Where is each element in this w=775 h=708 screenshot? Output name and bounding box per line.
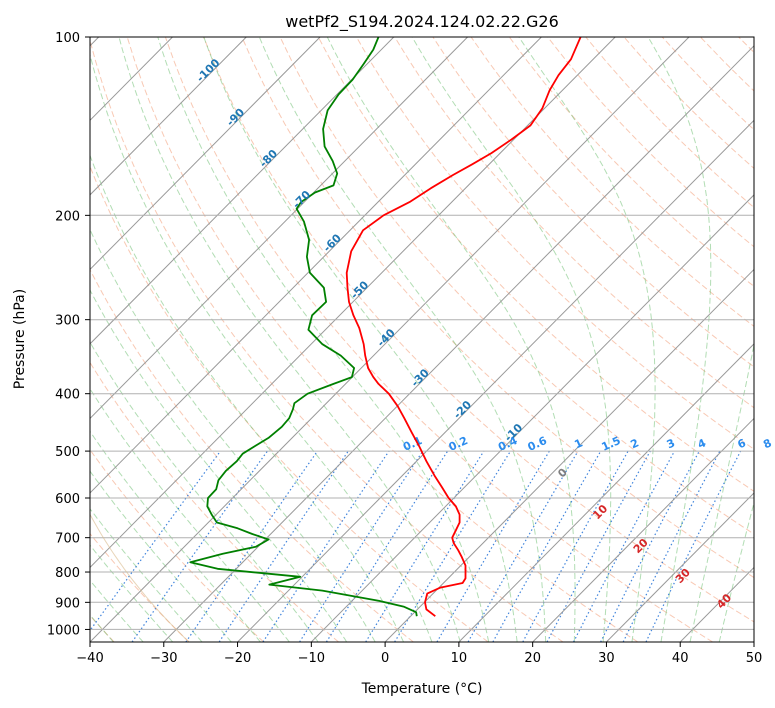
reference-curve	[90, 513, 190, 642]
moist-adiabat-line	[203, 37, 518, 642]
mixing-ratio-line	[622, 450, 721, 642]
mixing-ratio-line	[185, 450, 318, 642]
x-tick-label: 20	[524, 651, 541, 666]
mixing-ratio-line	[325, 450, 449, 642]
x-tick-label: −20	[224, 651, 251, 666]
isotherm-line	[310, 194, 754, 642]
moist-adiabat-line	[518, 37, 656, 642]
dry-adiabat-line	[90, 165, 489, 642]
mixing-ratio-line	[218, 450, 349, 642]
axes: −40 −30 −20 −10 0 10 20 30 40 50 100 200 300 400 500 60…	[47, 31, 762, 666]
isotherm-line	[90, 37, 321, 271]
mixing-ratio-line	[522, 450, 629, 642]
isotherm-line	[606, 492, 754, 642]
mixing-ratio-line	[394, 450, 512, 642]
moist-adiabat-line	[90, 579, 144, 642]
moist-adiabat-line	[90, 341, 319, 642]
moist-adiabat-line	[90, 228, 376, 642]
moist-adiabat-line	[647, 37, 712, 642]
isotherm-line	[90, 37, 247, 196]
y-tick-label: 300	[55, 314, 80, 329]
x-axis-label: Temperature (°C)	[361, 681, 483, 697]
y-tick-label: 800	[55, 566, 80, 581]
isotherm-line	[532, 417, 754, 642]
dry-adiabat-line	[432, 37, 754, 368]
isotherm-line	[237, 119, 754, 642]
x-tick-label: 10	[451, 651, 468, 666]
x-tick-label: 50	[746, 651, 763, 666]
dry-adiabat-line	[90, 532, 190, 642]
isotherm-line	[384, 268, 754, 642]
y-tick-label: 900	[55, 596, 80, 611]
data-series	[189, 37, 582, 617]
plot-frame	[89, 36, 755, 643]
dry-adiabat-line	[90, 38, 564, 642]
x-tick-label: −30	[150, 651, 177, 666]
chart-title: wetPf2_S194.2024.124.02.22.G26	[285, 12, 559, 32]
sounding-line	[345, 37, 582, 617]
x-tick-label: −10	[298, 651, 325, 666]
dry-adiabat-line	[470, 37, 754, 327]
y-tick-label: 500	[55, 445, 80, 460]
x-tick-label: −40	[76, 651, 103, 666]
moist-adiabat-line	[326, 37, 576, 642]
isotherm-line	[90, 37, 690, 642]
moist-adiabat-line	[411, 37, 612, 642]
mixing-ratio-line	[546, 450, 651, 642]
dry-adiabat-line	[317, 37, 754, 492]
moist-adiabat-line	[90, 470, 232, 642]
y-tick-label: 200	[55, 209, 80, 224]
dry-adiabat-line	[356, 37, 754, 450]
isotherm-line	[90, 37, 542, 494]
mixing-ratio-line	[645, 450, 742, 642]
moist-adiabat-line	[118, 37, 461, 642]
isotherm-line	[90, 37, 395, 345]
moist-adiabat-line	[157, 37, 490, 642]
moist-adiabat-line	[258, 37, 547, 642]
moist-adiabat-line	[90, 508, 203, 642]
x-tick-label: 30	[598, 651, 615, 666]
isotherm-line	[90, 37, 616, 569]
moist-adiabat-line	[90, 154, 405, 642]
mixing-ratio-line	[365, 450, 485, 642]
isotherm-line	[90, 37, 468, 420]
sounding-line	[189, 37, 418, 617]
x-tick-label: 0	[381, 651, 389, 666]
dry-adiabat-line	[90, 361, 339, 642]
mixing-ratio-line	[299, 450, 424, 642]
mixing-ratio-label: 8	[761, 436, 773, 451]
y-tick-label: 100	[55, 31, 80, 46]
x-tick-label: 40	[672, 651, 689, 666]
mixing-ratio-line	[90, 450, 221, 632]
isotherm-line	[163, 45, 754, 642]
isotherm-line	[753, 641, 754, 642]
moist-adiabat-line	[90, 544, 174, 642]
y-tick-label: 1000	[47, 623, 80, 638]
mixing-ratio-line	[262, 450, 390, 642]
moist-adiabat-line	[90, 430, 261, 642]
y-tick-label: 600	[55, 492, 80, 507]
moist-adiabat-line	[90, 52, 433, 642]
plot-background	[90, 37, 754, 642]
isotherm-line	[458, 343, 754, 642]
y-axis-label: Pressure (hPa)	[12, 289, 28, 389]
y-tick-label: 400	[55, 388, 80, 403]
y-tick-label: 700	[55, 532, 80, 547]
moist-adiabat-line	[689, 342, 754, 642]
moist-adiabat-line	[90, 387, 290, 642]
